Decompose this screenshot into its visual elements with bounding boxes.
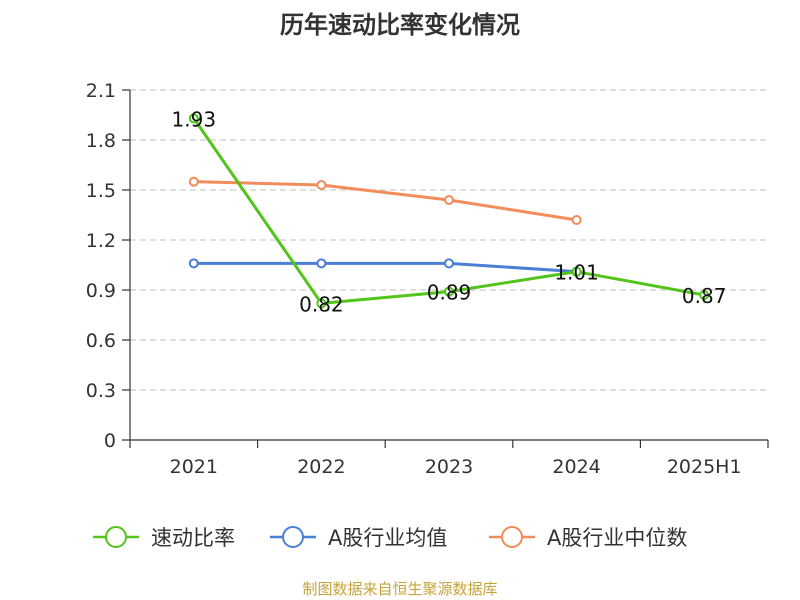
y-tick-label: 1.2	[86, 230, 116, 252]
series-lines	[188, 113, 710, 309]
data-point	[571, 266, 582, 277]
data-point	[316, 298, 327, 309]
data-label: 0.87	[682, 284, 727, 308]
legend-label[interactable]: A股行业中位数	[547, 526, 687, 550]
data-point	[188, 258, 199, 269]
legend-label[interactable]: 速动比率	[151, 526, 235, 550]
data-point	[444, 286, 454, 297]
data-label: 0.89	[427, 281, 472, 305]
data-point	[188, 113, 199, 124]
y-tick-label: 0.9	[86, 280, 116, 302]
y-tick-label: 1.5	[86, 180, 116, 202]
legend[interactable]: 速动比率 A股行业均值 A股行业中位数	[93, 526, 687, 550]
legend-marker[interactable]	[501, 526, 523, 548]
data-point	[444, 195, 454, 205]
x-tick-label: 2021	[170, 456, 218, 478]
y-tick-label: 0.6	[86, 330, 116, 352]
legend-marker[interactable]	[282, 526, 304, 548]
x-tick-label: 2023	[425, 456, 473, 478]
x-tick-label: 2024	[552, 456, 600, 478]
chart-title: 历年速动比率变化情况	[280, 11, 520, 39]
data-label: 1.93	[172, 107, 217, 131]
data-label: 0.82	[299, 292, 344, 316]
series-line	[193, 180, 577, 222]
legend-label[interactable]: A股行业均值	[328, 526, 447, 550]
series-line	[192, 117, 705, 305]
data-point	[699, 290, 710, 300]
x-tick-label: 2022	[297, 456, 345, 478]
y-tick-label: 0	[104, 430, 116, 452]
source-note: 制图数据来自恒生聚源数据库	[302, 580, 498, 598]
axes: 0 0.3 0.6 0.9 1.2 1.5 1.8 2.1 2021 2022 2023 2024 20…	[86, 80, 769, 478]
data-point	[444, 258, 454, 269]
y-tick-label: 1.8	[86, 130, 116, 152]
series-line	[193, 261, 577, 274]
x-tick-label: 2025H1	[667, 456, 742, 478]
data-point	[571, 215, 582, 225]
grid-lines	[130, 89, 768, 391]
data-point	[316, 258, 327, 269]
y-tick-label: 0.3	[86, 380, 116, 402]
data-labels: 1.93 0.82 0.89 1.01 0.87	[172, 107, 727, 316]
y-tick-label: 2.1	[86, 80, 116, 102]
data-point	[316, 180, 327, 190]
legend-marker[interactable]	[105, 526, 127, 548]
data-point	[188, 176, 199, 187]
data-label: 1.01	[554, 261, 599, 285]
